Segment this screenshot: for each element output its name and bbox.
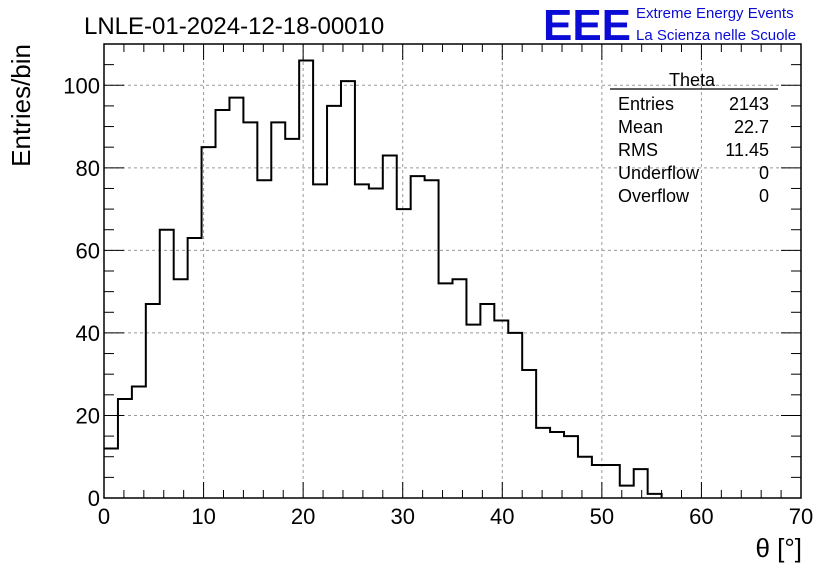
- x-tick-label: 50: [590, 504, 614, 529]
- stats-row-value: 11.45: [725, 140, 769, 160]
- x-tick-label: 0: [98, 504, 110, 529]
- x-axis-label: θ [°]: [755, 533, 802, 563]
- histogram-bin: [160, 230, 174, 498]
- histogram-bin: [592, 465, 606, 498]
- histogram-bin: [174, 279, 188, 498]
- histogram-series: [104, 59, 663, 498]
- eee-logo: EEE Extreme Energy Events La Scienza nel…: [543, 1, 796, 50]
- histogram-bin: [425, 180, 439, 498]
- histogram-bin: [369, 188, 383, 498]
- histogram-bin: [104, 448, 118, 498]
- histogram-bin: [341, 81, 355, 498]
- histogram-bin: [606, 465, 620, 498]
- histogram-bin: [439, 283, 453, 498]
- y-tick-label: 100: [63, 73, 100, 98]
- histogram-bin: [453, 279, 467, 498]
- logo-mark: EEE: [543, 1, 631, 50]
- stats-row-value: 0: [759, 163, 769, 183]
- histogram-bin: [578, 457, 592, 498]
- x-tick-label: 70: [789, 504, 813, 529]
- x-tick-label: 20: [291, 504, 315, 529]
- histogram-bin: [216, 110, 230, 498]
- stats-row-value: 0: [759, 186, 769, 206]
- stats-row-label: Mean: [618, 117, 663, 137]
- histogram-bin: [411, 176, 425, 498]
- histogram-bin: [188, 238, 202, 498]
- histogram-bin: [257, 180, 271, 498]
- stats-box: Theta Entries 2143 Mean 22.7 RMS 11.45 Underfl…: [610, 70, 778, 206]
- histogram-bin: [355, 184, 369, 498]
- x-tick-label: 60: [689, 504, 713, 529]
- histogram-bin: [550, 432, 564, 498]
- histogram-outline: [104, 59, 663, 498]
- histogram-bin: [132, 387, 146, 498]
- histogram-bin: [243, 122, 257, 498]
- histogram-bin: [564, 436, 578, 498]
- histogram-bin: [118, 399, 132, 498]
- histogram-bin: [146, 304, 160, 498]
- stats-row-label: Overflow: [618, 186, 690, 206]
- histogram-bin: [494, 321, 508, 498]
- histogram-bin: [536, 428, 550, 498]
- stats-row-value: 22.7: [734, 117, 769, 137]
- y-axis-label: Entries/bin: [6, 44, 36, 167]
- histogram-bin: [466, 325, 480, 498]
- x-tick-label: 40: [490, 504, 514, 529]
- stats-row-label: Entries: [618, 94, 674, 114]
- histogram-bin: [299, 61, 313, 498]
- histogram-bin: [634, 469, 648, 498]
- histogram-bin: [397, 209, 411, 498]
- histogram-bin: [480, 304, 494, 498]
- histogram-bin: [508, 333, 522, 498]
- histogram-bin: [383, 155, 397, 498]
- stats-title: Theta: [669, 70, 716, 90]
- histogram-bin: [285, 139, 299, 498]
- x-tick-label: 10: [191, 504, 215, 529]
- grid-lines: [104, 44, 801, 498]
- x-tick-label: 30: [390, 504, 414, 529]
- chart-title: LNLE-01-2024-12-18-00010: [84, 13, 384, 40]
- histogram-bin: [271, 122, 285, 498]
- stats-row-label: RMS: [618, 140, 658, 160]
- y-tick-label: 40: [76, 321, 100, 346]
- histogram-bin: [522, 370, 536, 498]
- y-tick-label: 80: [76, 156, 100, 181]
- y-tick-labels: 0 20 40 60 80 100: [63, 73, 100, 511]
- y-tick-label: 60: [76, 238, 100, 263]
- histogram-bin: [202, 147, 216, 498]
- x-tick-labels: 0 10 20 30 40 50 60 70: [98, 504, 813, 529]
- y-tick-label: 20: [76, 403, 100, 428]
- stats-row-label: Underflow: [618, 163, 700, 183]
- histogram-bin: [327, 106, 341, 498]
- histogram-bin: [229, 98, 243, 498]
- plot-frame: [103, 43, 802, 499]
- logo-line1: Extreme Energy Events: [636, 5, 794, 22]
- stats-rows: Entries 2143 Mean 22.7 RMS 11.45 Underflow 0 Ove…: [618, 94, 769, 206]
- stats-row-value: 2143: [729, 94, 769, 114]
- y-tick-label: 0: [88, 486, 100, 511]
- logo-line2: La Scienza nelle Scuole: [636, 27, 796, 44]
- histogram-bin: [313, 184, 327, 498]
